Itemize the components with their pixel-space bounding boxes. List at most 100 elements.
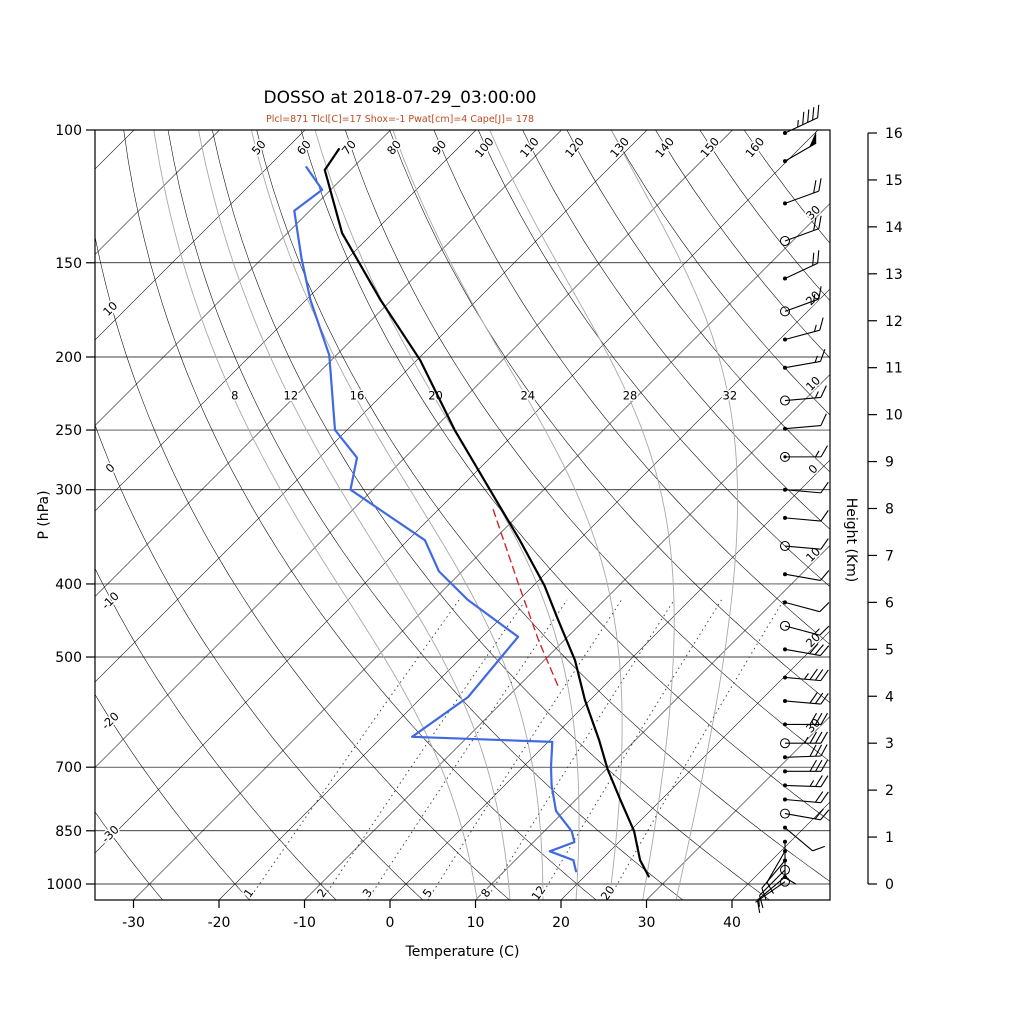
svg-text:150: 150 xyxy=(697,135,722,161)
wind-barb xyxy=(755,876,790,908)
wind-barb xyxy=(783,570,830,582)
wind-barb xyxy=(780,538,829,552)
wind-barb xyxy=(783,825,825,852)
svg-text:28: 28 xyxy=(623,389,638,403)
svg-text:9: 9 xyxy=(885,455,894,471)
svg-text:70: 70 xyxy=(339,137,359,157)
svg-text:2: 2 xyxy=(314,886,330,900)
svg-text:-30: -30 xyxy=(99,822,122,845)
svg-text:3: 3 xyxy=(885,736,894,752)
svg-text:0: 0 xyxy=(885,877,894,893)
wind-barb xyxy=(783,250,820,281)
wind-barb xyxy=(783,791,829,804)
chart-subtitle: Plcl=871 Tlcl[C]=17 Shox=-1 Pwat[cm]=4 C… xyxy=(265,114,535,125)
wind-barb xyxy=(783,104,820,135)
svg-text:4: 4 xyxy=(885,689,894,705)
grid-labels: 50 60 70 80 90 100 110 120 130 140 150 160100-10-20… xyxy=(97,133,825,904)
wind-barb xyxy=(783,744,828,760)
wind-barbs xyxy=(755,104,830,913)
plot-grid xyxy=(95,130,830,900)
wind-barb xyxy=(783,692,829,705)
wind-barb xyxy=(761,858,787,901)
wind-barb xyxy=(783,481,829,494)
svg-text:8: 8 xyxy=(478,886,494,900)
wind-barb xyxy=(783,413,827,431)
svg-text:2: 2 xyxy=(885,783,894,799)
svg-text:0: 0 xyxy=(806,462,821,477)
wind-barb xyxy=(780,620,830,636)
svg-text:90: 90 xyxy=(429,137,449,157)
svg-text:24: 24 xyxy=(520,389,535,403)
wind-barb xyxy=(780,215,822,246)
wind-barb xyxy=(783,131,817,164)
svg-text:60: 60 xyxy=(294,137,314,157)
svg-text:40: 40 xyxy=(723,915,741,931)
svg-text:10: 10 xyxy=(100,299,120,319)
dewpoint-curve xyxy=(293,166,578,873)
svg-text:700: 700 xyxy=(55,760,82,776)
wind-barb xyxy=(783,317,824,342)
svg-text:16: 16 xyxy=(350,389,365,403)
svg-text:-10: -10 xyxy=(99,589,122,612)
svg-text:20: 20 xyxy=(552,915,570,931)
svg-text:10: 10 xyxy=(467,915,485,931)
svg-text:8: 8 xyxy=(231,389,238,403)
parcel-curve xyxy=(491,505,559,686)
svg-text:8: 8 xyxy=(885,502,894,518)
svg-text:30: 30 xyxy=(638,915,656,931)
svg-text:16: 16 xyxy=(885,126,903,142)
svg-text:12: 12 xyxy=(284,389,299,403)
temperature-axis-title: Temperature (C) xyxy=(405,944,520,960)
temperature-curve xyxy=(323,148,650,878)
wind-barb xyxy=(756,874,787,913)
svg-text:130: 130 xyxy=(607,135,632,161)
wind-barb xyxy=(783,600,830,613)
svg-text:110: 110 xyxy=(517,135,542,161)
svg-text:5: 5 xyxy=(885,642,894,658)
svg-text:250: 250 xyxy=(55,423,82,439)
svg-text:1: 1 xyxy=(885,830,894,846)
wind-barb xyxy=(783,643,830,657)
svg-text:12: 12 xyxy=(885,314,903,330)
wind-barb xyxy=(783,668,829,682)
wind-barb xyxy=(780,808,830,821)
svg-text:80: 80 xyxy=(384,137,404,157)
wind-barb xyxy=(780,286,822,317)
isotherms xyxy=(95,130,830,900)
svg-text:300: 300 xyxy=(55,483,82,499)
svg-text:5: 5 xyxy=(420,886,436,900)
chart-title: DOSSO at 2018-07-29_03:00:00 xyxy=(263,88,537,108)
svg-text:500: 500 xyxy=(55,650,82,666)
svg-text:32: 32 xyxy=(723,389,738,403)
svg-text:120: 120 xyxy=(562,135,587,161)
svg-text:-30: -30 xyxy=(122,915,145,931)
svg-text:3: 3 xyxy=(359,886,375,900)
wind-barb xyxy=(780,731,828,749)
svg-text:15: 15 xyxy=(885,173,903,189)
wind-barb xyxy=(783,775,829,788)
svg-text:50: 50 xyxy=(249,137,269,157)
dry-adiabats xyxy=(95,130,830,900)
wind-barb xyxy=(783,349,826,370)
wind-barb xyxy=(783,510,829,522)
svg-text:6: 6 xyxy=(885,595,894,611)
wind-barb xyxy=(783,759,828,774)
svg-text:1000: 1000 xyxy=(46,877,82,893)
svg-text:-20: -20 xyxy=(208,915,231,931)
svg-text:140: 140 xyxy=(652,135,677,161)
svg-text:14: 14 xyxy=(885,220,903,236)
svg-text:400: 400 xyxy=(55,577,82,593)
wind-barb xyxy=(783,712,828,727)
svg-text:160: 160 xyxy=(742,135,767,161)
sounding-curves xyxy=(293,148,650,878)
mixing-ratio-lines xyxy=(248,599,785,900)
wind-barb xyxy=(780,385,827,406)
svg-text:-20: -20 xyxy=(99,709,122,732)
svg-text:200: 200 xyxy=(55,350,82,366)
svg-text:0: 0 xyxy=(386,915,395,931)
svg-text:100: 100 xyxy=(55,123,82,139)
wind-barb xyxy=(766,849,787,894)
